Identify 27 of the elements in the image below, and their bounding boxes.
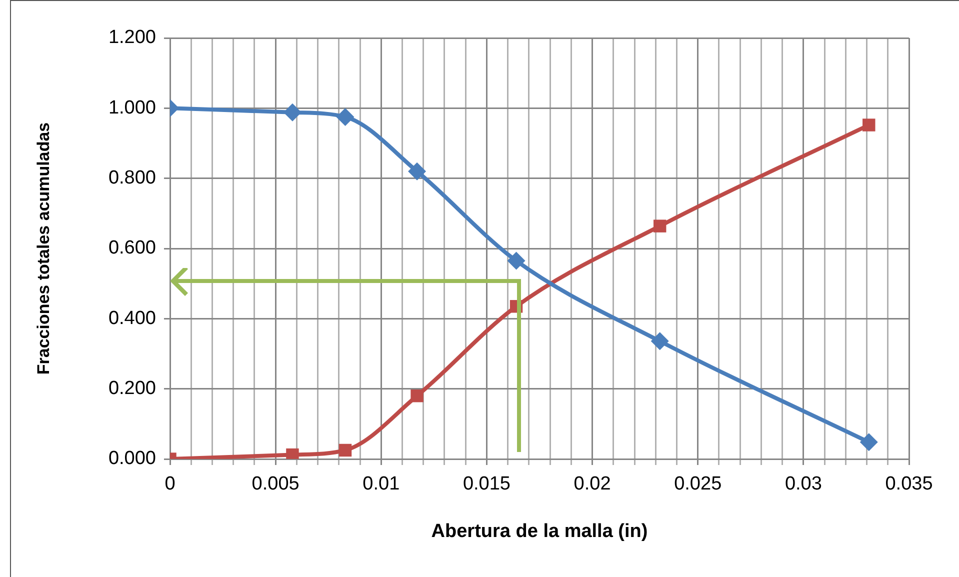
x-tick-label: 0.015 [462, 474, 510, 495]
point [410, 389, 424, 402]
x-tick-label: 0.03 [784, 474, 822, 495]
y-axis-title: Fracciones totales acumuladas [34, 122, 53, 375]
point [408, 162, 426, 180]
y-tick-label: 1.200 [108, 27, 156, 48]
x-axis-title: Abertura de la malla (in) [431, 520, 648, 542]
x-tick-label: 0.01 [362, 474, 400, 495]
x-tick-label: 0.025 [674, 474, 722, 495]
x-tick-label: 0 [164, 474, 176, 495]
point [507, 252, 526, 270]
x-tick-label: 0.005 [252, 474, 300, 495]
y-tick-label: 0.200 [108, 378, 156, 400]
y-tick-label: 0.000 [108, 448, 156, 470]
point [653, 220, 666, 232]
x-tick-label: 0.02 [574, 474, 611, 495]
y-tick-label: 0.800 [108, 168, 156, 189]
point [650, 332, 669, 350]
point [283, 103, 302, 122]
y-tick-label: 0.400 [108, 308, 156, 329]
x-tick-label: 0.035 [885, 474, 933, 495]
point [336, 108, 354, 126]
y-tick-label: 1.000 [108, 97, 156, 118]
point [862, 118, 876, 132]
point [860, 433, 878, 452]
point [338, 444, 352, 457]
y-tick-label: 0.600 [108, 238, 156, 259]
